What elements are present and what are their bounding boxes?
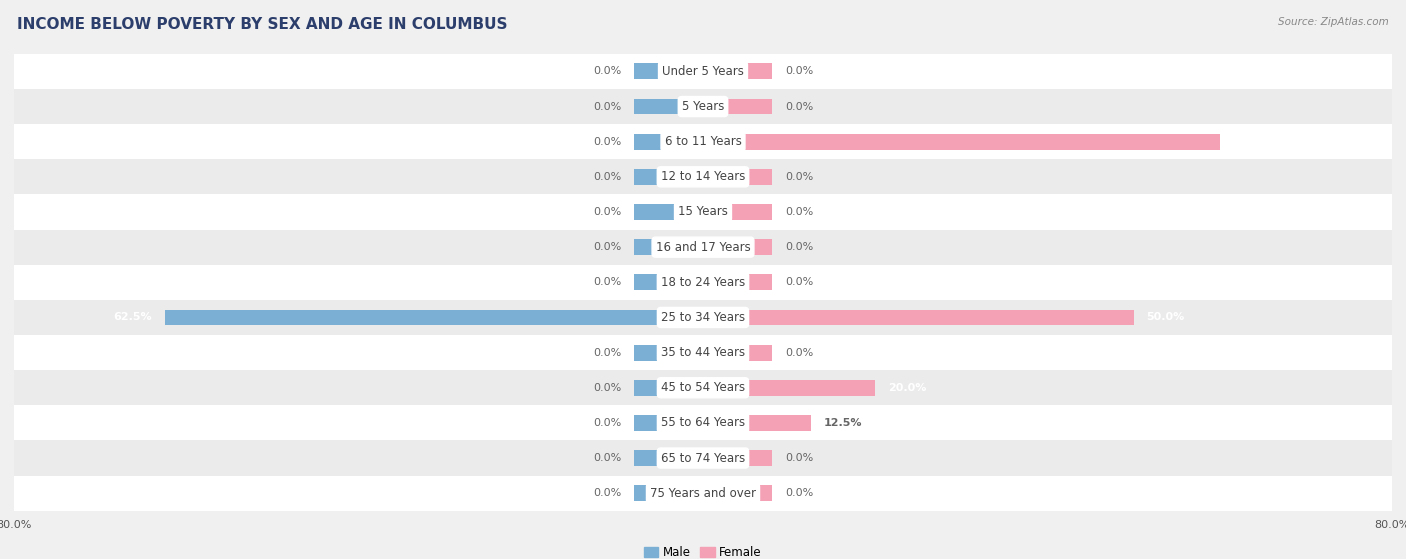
Bar	[703, 134, 1219, 150]
Text: 0.0%: 0.0%	[785, 277, 813, 287]
Bar	[703, 64, 772, 79]
Bar	[14, 124, 1392, 159]
Text: 0.0%: 0.0%	[593, 348, 621, 358]
Text: 35 to 44 Years: 35 to 44 Years	[661, 346, 745, 359]
Text: 18 to 24 Years: 18 to 24 Years	[661, 276, 745, 289]
Text: 65 to 74 Years: 65 to 74 Years	[661, 452, 745, 465]
Text: 0.0%: 0.0%	[785, 67, 813, 77]
Bar	[703, 239, 772, 255]
Bar	[634, 64, 703, 79]
Bar	[634, 450, 703, 466]
Bar	[703, 98, 772, 115]
Bar	[14, 370, 1392, 405]
Bar	[14, 335, 1392, 370]
Bar	[14, 476, 1392, 511]
Text: 0.0%: 0.0%	[593, 67, 621, 77]
Text: 60.0%: 60.0%	[1233, 137, 1271, 146]
Bar	[14, 89, 1392, 124]
Bar	[14, 54, 1392, 89]
Bar	[703, 274, 772, 290]
Bar	[634, 204, 703, 220]
Bar	[703, 450, 772, 466]
Bar	[14, 195, 1392, 230]
Text: 62.5%: 62.5%	[114, 312, 152, 323]
Bar	[634, 485, 703, 501]
Bar	[703, 310, 1133, 325]
Text: 0.0%: 0.0%	[593, 418, 621, 428]
Text: 15 Years: 15 Years	[678, 206, 728, 219]
Bar	[703, 415, 811, 431]
Bar	[634, 274, 703, 290]
Text: 0.0%: 0.0%	[785, 207, 813, 217]
Text: 0.0%: 0.0%	[785, 102, 813, 112]
Bar	[634, 134, 703, 150]
Bar	[703, 485, 772, 501]
Text: 12.5%: 12.5%	[824, 418, 862, 428]
Text: 0.0%: 0.0%	[785, 348, 813, 358]
Text: 0.0%: 0.0%	[593, 488, 621, 498]
Text: 12 to 14 Years: 12 to 14 Years	[661, 170, 745, 183]
Text: Source: ZipAtlas.com: Source: ZipAtlas.com	[1278, 17, 1389, 27]
Text: 55 to 64 Years: 55 to 64 Years	[661, 416, 745, 429]
Text: Under 5 Years: Under 5 Years	[662, 65, 744, 78]
Bar	[634, 415, 703, 431]
Bar	[14, 300, 1392, 335]
Text: 20.0%: 20.0%	[889, 383, 927, 393]
Text: 45 to 54 Years: 45 to 54 Years	[661, 381, 745, 394]
Text: 6 to 11 Years: 6 to 11 Years	[665, 135, 741, 148]
Bar	[14, 405, 1392, 440]
Text: INCOME BELOW POVERTY BY SEX AND AGE IN COLUMBUS: INCOME BELOW POVERTY BY SEX AND AGE IN C…	[17, 17, 508, 32]
Text: 75 Years and over: 75 Years and over	[650, 487, 756, 500]
Text: 0.0%: 0.0%	[593, 137, 621, 146]
Text: 25 to 34 Years: 25 to 34 Years	[661, 311, 745, 324]
Bar	[634, 169, 703, 185]
Bar	[14, 159, 1392, 195]
Bar	[634, 345, 703, 361]
Bar	[703, 380, 875, 396]
Text: 0.0%: 0.0%	[593, 207, 621, 217]
Text: 0.0%: 0.0%	[785, 488, 813, 498]
Bar	[14, 440, 1392, 476]
Bar	[634, 98, 703, 115]
Bar	[634, 380, 703, 396]
Text: 0.0%: 0.0%	[593, 383, 621, 393]
Bar	[634, 239, 703, 255]
Text: 0.0%: 0.0%	[593, 172, 621, 182]
Text: 50.0%: 50.0%	[1146, 312, 1185, 323]
Text: 0.0%: 0.0%	[593, 102, 621, 112]
Text: 0.0%: 0.0%	[785, 453, 813, 463]
Bar	[14, 265, 1392, 300]
Legend: Male, Female: Male, Female	[640, 542, 766, 559]
Text: 5 Years: 5 Years	[682, 100, 724, 113]
Text: 0.0%: 0.0%	[593, 277, 621, 287]
Bar	[703, 169, 772, 185]
Bar	[703, 345, 772, 361]
Bar	[14, 230, 1392, 265]
Text: 0.0%: 0.0%	[785, 172, 813, 182]
Bar	[703, 204, 772, 220]
Text: 0.0%: 0.0%	[593, 453, 621, 463]
Bar	[165, 310, 703, 325]
Text: 16 and 17 Years: 16 and 17 Years	[655, 240, 751, 254]
Text: 0.0%: 0.0%	[593, 242, 621, 252]
Text: 0.0%: 0.0%	[785, 242, 813, 252]
